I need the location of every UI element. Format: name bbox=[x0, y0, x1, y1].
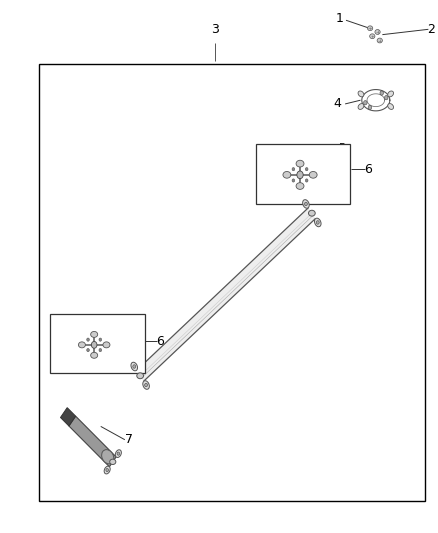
Ellipse shape bbox=[110, 459, 116, 464]
Ellipse shape bbox=[388, 103, 393, 109]
Text: 5: 5 bbox=[133, 314, 140, 324]
Ellipse shape bbox=[388, 91, 393, 97]
Bar bbox=[50, 314, 145, 373]
Ellipse shape bbox=[78, 342, 85, 348]
Ellipse shape bbox=[143, 381, 149, 389]
Circle shape bbox=[316, 221, 319, 224]
Bar bbox=[39, 64, 425, 501]
Circle shape bbox=[133, 365, 136, 368]
Circle shape bbox=[292, 179, 295, 182]
Ellipse shape bbox=[115, 450, 121, 457]
Circle shape bbox=[106, 469, 109, 472]
Ellipse shape bbox=[296, 160, 304, 167]
Circle shape bbox=[87, 349, 89, 352]
Ellipse shape bbox=[137, 373, 144, 378]
Text: 6: 6 bbox=[156, 335, 164, 348]
Text: 4: 4 bbox=[333, 98, 341, 110]
Circle shape bbox=[305, 167, 308, 171]
Circle shape bbox=[364, 101, 367, 105]
Circle shape bbox=[145, 383, 148, 387]
Ellipse shape bbox=[309, 172, 317, 178]
Ellipse shape bbox=[91, 352, 98, 358]
Circle shape bbox=[304, 202, 307, 206]
Circle shape bbox=[380, 91, 384, 95]
Ellipse shape bbox=[283, 172, 291, 178]
Ellipse shape bbox=[375, 29, 380, 35]
Text: 7: 7 bbox=[125, 433, 133, 446]
Ellipse shape bbox=[314, 218, 321, 227]
Circle shape bbox=[305, 179, 308, 182]
Text: 3: 3 bbox=[211, 23, 219, 36]
Ellipse shape bbox=[296, 183, 304, 189]
Ellipse shape bbox=[308, 211, 315, 216]
Polygon shape bbox=[60, 408, 76, 426]
Text: 6: 6 bbox=[364, 163, 372, 176]
Text: 1: 1 bbox=[336, 12, 343, 25]
Circle shape bbox=[292, 167, 295, 171]
Ellipse shape bbox=[103, 342, 110, 348]
Circle shape bbox=[297, 171, 303, 179]
Ellipse shape bbox=[358, 103, 364, 109]
Circle shape bbox=[385, 95, 388, 100]
Ellipse shape bbox=[377, 38, 382, 43]
Ellipse shape bbox=[367, 26, 373, 31]
Ellipse shape bbox=[358, 91, 364, 97]
Circle shape bbox=[87, 338, 89, 341]
Ellipse shape bbox=[131, 362, 138, 371]
Polygon shape bbox=[137, 208, 315, 381]
Ellipse shape bbox=[91, 332, 98, 337]
Bar bbox=[256, 144, 350, 204]
Text: 5: 5 bbox=[338, 143, 345, 153]
Ellipse shape bbox=[370, 34, 375, 39]
Circle shape bbox=[117, 452, 120, 455]
Ellipse shape bbox=[104, 466, 110, 474]
Circle shape bbox=[99, 338, 102, 341]
Ellipse shape bbox=[303, 200, 309, 208]
Polygon shape bbox=[69, 416, 116, 467]
Circle shape bbox=[99, 349, 102, 352]
Text: 2: 2 bbox=[427, 23, 435, 36]
Circle shape bbox=[92, 342, 97, 348]
Ellipse shape bbox=[102, 450, 114, 464]
Circle shape bbox=[368, 105, 371, 109]
